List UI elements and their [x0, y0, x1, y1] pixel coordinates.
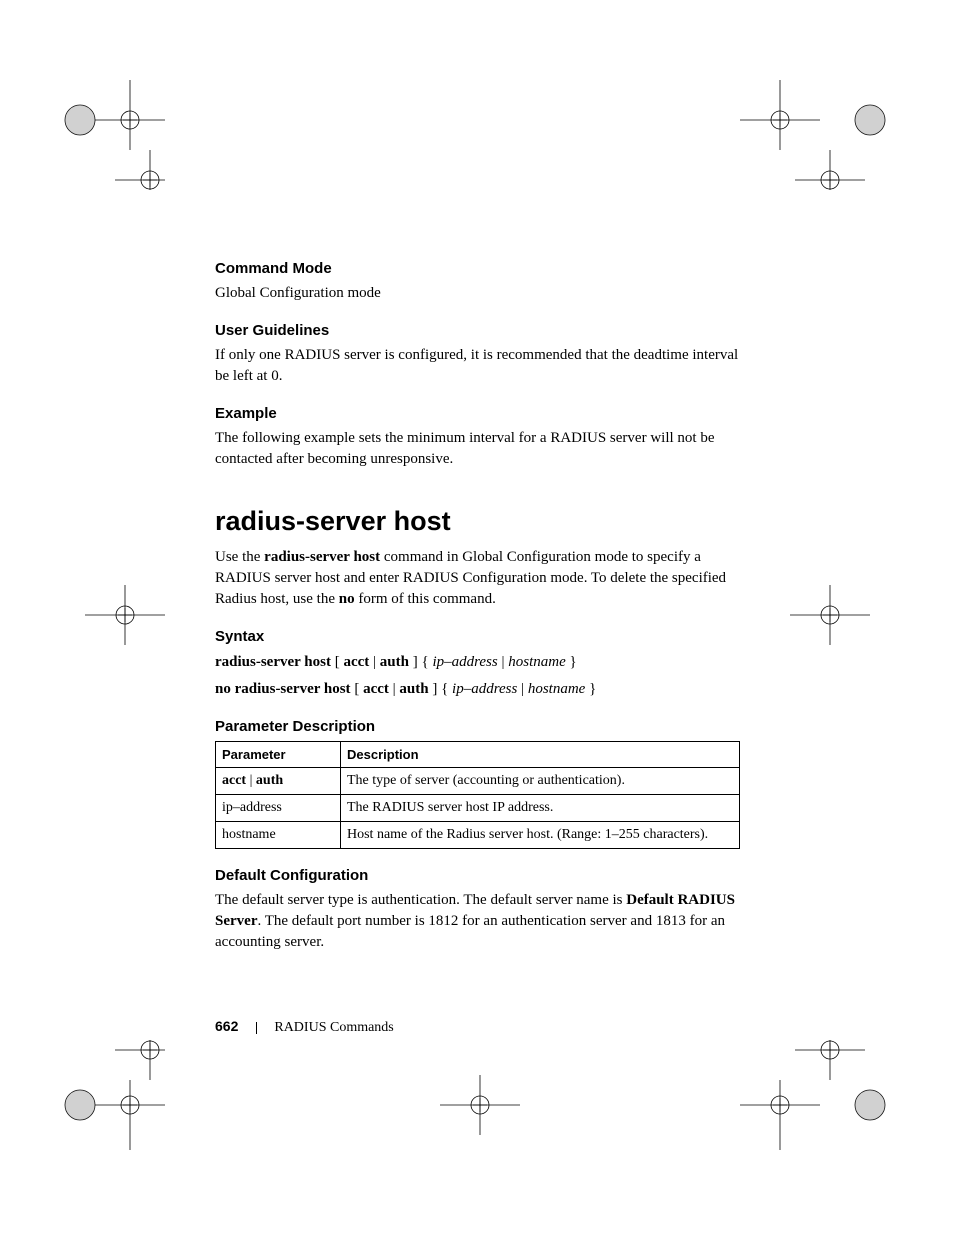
syntax-line-2: no radius-server host [ acct | auth ] { …	[215, 678, 740, 701]
heading-syntax: Syntax	[215, 628, 740, 645]
table-cell-param: hostname	[216, 822, 341, 849]
text-command-mode: Global Configuration mode	[215, 283, 740, 304]
table-cell-param: acct | auth	[216, 768, 341, 795]
crop-mark-bc	[440, 1075, 520, 1135]
parameter-table: Parameter Description acct | auth The ty…	[215, 741, 740, 849]
crop-mark-br	[740, 1040, 900, 1150]
table-cell-param: ip–address	[216, 795, 341, 822]
table-header-description: Description	[341, 742, 740, 768]
text-default-config: The default server type is authenticatio…	[215, 890, 740, 953]
heading-default-config: Default Configuration	[215, 867, 740, 884]
text-example: The following example sets the minimum i…	[215, 428, 740, 470]
table-row: ip–address The RADIUS server host IP add…	[216, 795, 740, 822]
footer-separator	[256, 1022, 257, 1034]
crop-mark-tl	[55, 80, 165, 190]
heading-main: radius-server host	[215, 506, 740, 537]
table-row: acct | auth The type of server (accounti…	[216, 768, 740, 795]
table-row: hostname Host name of the Radius server …	[216, 822, 740, 849]
table-cell-desc: The RADIUS server host IP address.	[341, 795, 740, 822]
table-cell-desc: The type of server (accounting or authen…	[341, 768, 740, 795]
crop-mark-ml	[85, 585, 165, 645]
table-header-row: Parameter Description	[216, 742, 740, 768]
heading-user-guidelines: User Guidelines	[215, 322, 740, 339]
text-main-body: Use the radius-server host command in Gl…	[215, 547, 740, 610]
heading-param-desc: Parameter Description	[215, 718, 740, 735]
table-cell-desc: Host name of the Radius server host. (Ra…	[341, 822, 740, 849]
page-footer: 662 RADIUS Commands	[215, 1018, 740, 1036]
syntax-line-1: radius-server host [ acct | auth ] { ip–…	[215, 651, 740, 674]
crop-mark-tr	[740, 80, 900, 190]
heading-command-mode: Command Mode	[215, 260, 740, 277]
heading-example: Example	[215, 405, 740, 422]
footer-section-name: RADIUS Commands	[274, 1020, 393, 1035]
text-user-guidelines: If only one RADIUS server is configured,…	[215, 345, 740, 387]
table-header-parameter: Parameter	[216, 742, 341, 768]
crop-mark-mr	[790, 585, 870, 645]
page-number: 662	[215, 1018, 238, 1034]
page-content: Command Mode Global Configuration mode U…	[215, 260, 740, 971]
crop-mark-bl	[55, 1040, 165, 1150]
